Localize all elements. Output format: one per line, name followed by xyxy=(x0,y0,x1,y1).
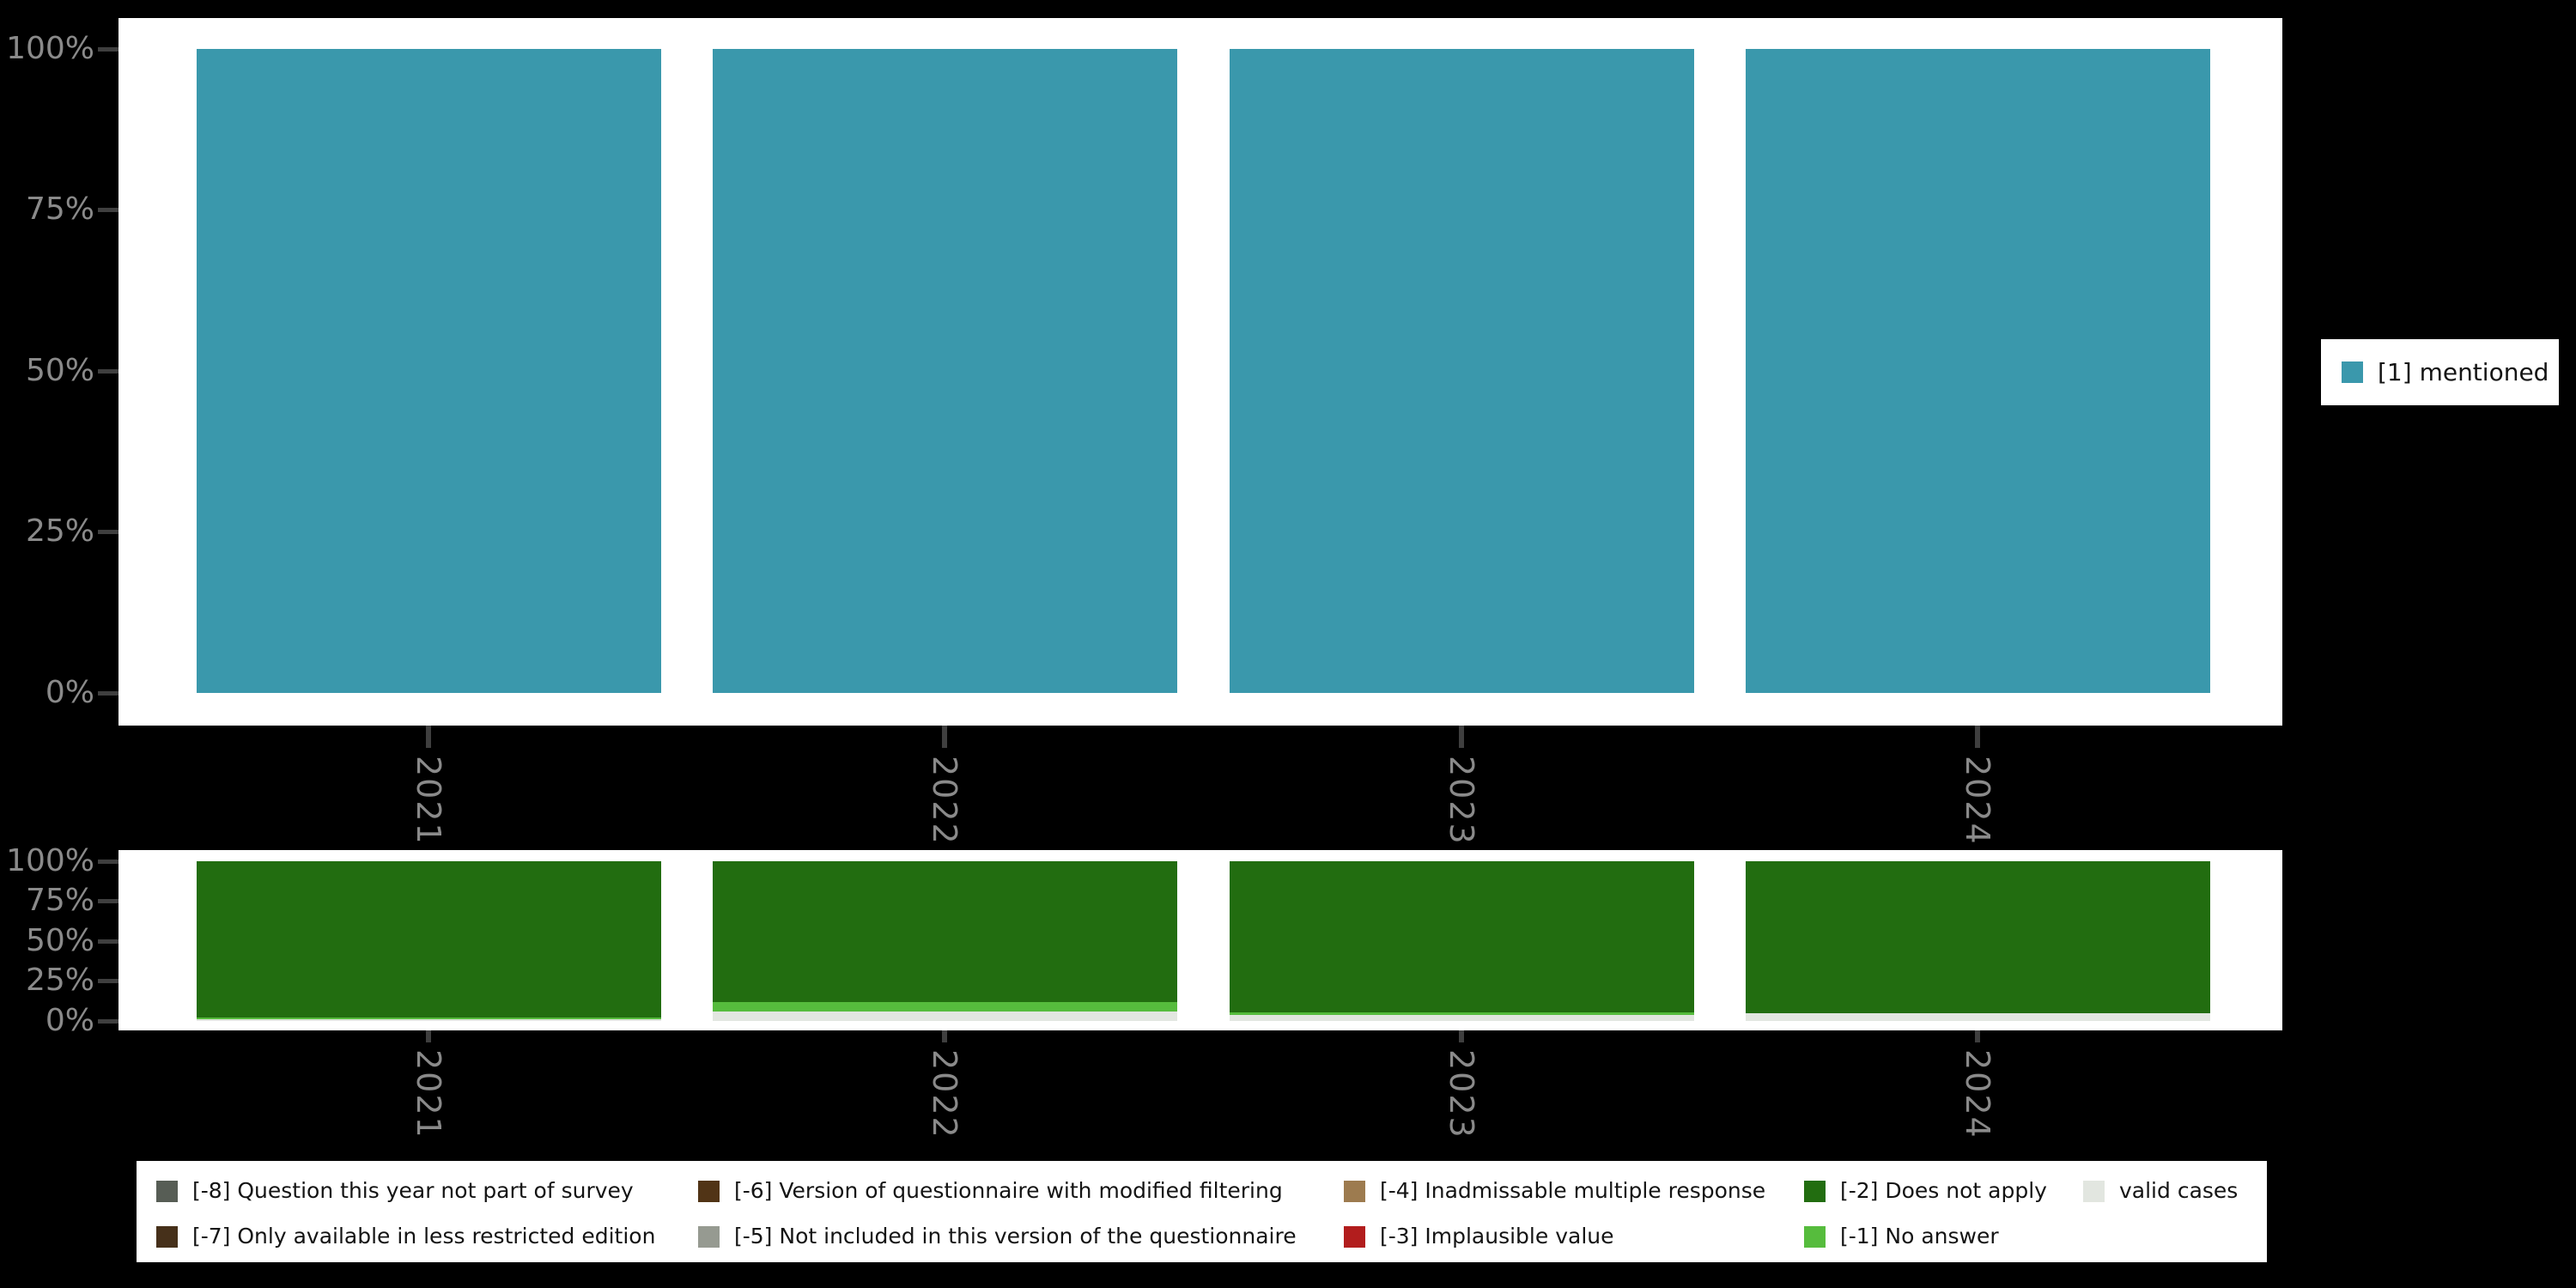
bar-segment-2023 xyxy=(1229,49,1694,693)
legend-item: [-5] Not included in this version of the… xyxy=(698,1224,1297,1249)
missing-values-legend: [-8] Question this year not part of surv… xyxy=(137,1161,2267,1262)
bar-2022 xyxy=(712,49,1177,693)
x-tick-label: 2024 xyxy=(1959,756,1996,846)
legend-item: [-6] Version of questionnaire with modif… xyxy=(698,1178,1283,1204)
bar-segment-2021 xyxy=(196,49,661,693)
legend-swatch xyxy=(2083,1180,2105,1202)
bar-2023 xyxy=(1229,861,1694,1021)
y-tick-label: 0% xyxy=(45,1003,94,1038)
y-tick-label: 0% xyxy=(45,675,94,710)
bar-segment-2024 xyxy=(1745,1013,2210,1021)
legend-item: [-8] Question this year not part of surv… xyxy=(156,1178,634,1204)
y-tick-mark xyxy=(98,530,118,534)
bar-2021 xyxy=(196,49,661,693)
legend-swatch xyxy=(156,1180,178,1202)
y-tick-mark xyxy=(98,860,118,864)
mentioned-swatch xyxy=(2342,361,2363,383)
legend-item-label: [-8] Question this year not part of surv… xyxy=(192,1178,634,1203)
legend-swatch xyxy=(1344,1225,1365,1248)
legend-item-label: [-3] Implausible value xyxy=(1380,1224,1614,1249)
y-tick-mark xyxy=(98,1019,118,1024)
bottom-chart-panel xyxy=(118,850,2282,1030)
x-tick-mark xyxy=(1975,726,1980,748)
top-legend-box: [1] mentioned xyxy=(2321,339,2559,405)
legend-swatch xyxy=(1344,1180,1365,1202)
bar-segment-2021 xyxy=(196,1019,661,1021)
bar-2024 xyxy=(1745,861,2210,1021)
legend-item: valid cases xyxy=(2083,1178,2238,1204)
bar-segment-2023 xyxy=(1229,1015,1694,1021)
legend-item-label: [-7] Only available in less restricted e… xyxy=(192,1224,656,1249)
legend-item: [-2] Does not apply xyxy=(1804,1178,2047,1204)
x-tick-mark xyxy=(426,1030,431,1042)
x-tick-label: 2022 xyxy=(926,1049,963,1139)
legend-item-label: [-1] No answer xyxy=(1840,1224,1999,1249)
y-tick-mark xyxy=(98,208,118,212)
x-tick-label: 2021 xyxy=(410,1049,447,1139)
x-tick-label: 2024 xyxy=(1959,1049,1996,1139)
legend-swatch xyxy=(156,1225,178,1248)
x-tick-label: 2022 xyxy=(926,756,963,846)
x-tick-mark xyxy=(942,726,947,748)
bar-segment-2022 xyxy=(712,1012,1177,1021)
legend-item: [-3] Implausible value xyxy=(1344,1224,1614,1249)
bar-2022 xyxy=(712,861,1177,1021)
y-tick-mark xyxy=(98,939,118,944)
y-tick-label: 100% xyxy=(6,843,94,878)
legend-item-label: [-4] Inadmissable multiple response xyxy=(1380,1178,1766,1203)
legend-item-label: [-6] Version of questionnaire with modif… xyxy=(734,1178,1283,1203)
legend-swatch xyxy=(1804,1180,1826,1202)
bar-segment-2021 xyxy=(196,1018,661,1019)
x-tick-mark xyxy=(426,726,431,748)
y-tick-mark xyxy=(98,691,118,696)
x-tick-label: 2023 xyxy=(1443,1049,1480,1139)
y-tick-mark xyxy=(98,979,118,983)
x-tick-mark xyxy=(1459,726,1464,748)
bar-2023 xyxy=(1229,49,1694,693)
x-tick-mark xyxy=(1975,1030,1980,1042)
top-chart-panel xyxy=(118,18,2282,726)
x-tick-mark xyxy=(942,1030,947,1042)
x-tick-label: 2023 xyxy=(1443,756,1480,846)
y-tick-mark xyxy=(98,47,118,52)
x-tick-mark xyxy=(1459,1030,1464,1042)
legend-item: [-1] No answer xyxy=(1804,1224,1999,1249)
y-tick-mark xyxy=(98,369,118,374)
legend-item-label: [-2] Does not apply xyxy=(1840,1178,2047,1203)
y-tick-label: 50% xyxy=(25,923,94,958)
x-tick-label: 2021 xyxy=(410,756,447,846)
legend-item: [-7] Only available in less restricted e… xyxy=(156,1224,655,1249)
bar-2021 xyxy=(196,861,661,1021)
bar-segment-2022 xyxy=(712,49,1177,693)
bar-segment-2024 xyxy=(1745,49,2210,693)
y-tick-label: 75% xyxy=(25,883,94,918)
legend-item-label: valid cases xyxy=(2119,1178,2239,1203)
bar-segment-2021 xyxy=(196,861,661,1018)
bar-segment-2023 xyxy=(1229,1012,1694,1015)
bar-segment-2023 xyxy=(1229,861,1694,1012)
y-tick-mark xyxy=(98,899,118,903)
legend-swatch xyxy=(698,1225,720,1248)
legend-swatch xyxy=(1804,1225,1826,1248)
y-tick-label: 100% xyxy=(6,31,94,66)
bar-2024 xyxy=(1745,49,2210,693)
legend-swatch xyxy=(698,1180,720,1202)
legend-item: [-4] Inadmissable multiple response xyxy=(1344,1178,1765,1204)
y-tick-label: 50% xyxy=(25,353,94,388)
y-tick-label: 25% xyxy=(25,963,94,998)
legend-item-label: [-5] Not included in this version of the… xyxy=(734,1224,1297,1249)
bar-segment-2024 xyxy=(1745,861,2210,1013)
y-tick-label: 75% xyxy=(25,191,94,227)
mentioned-label: [1] mentioned xyxy=(2378,357,2549,386)
bar-segment-2022 xyxy=(712,861,1177,1002)
bar-segment-2022 xyxy=(712,1002,1177,1012)
y-tick-label: 25% xyxy=(25,513,94,549)
